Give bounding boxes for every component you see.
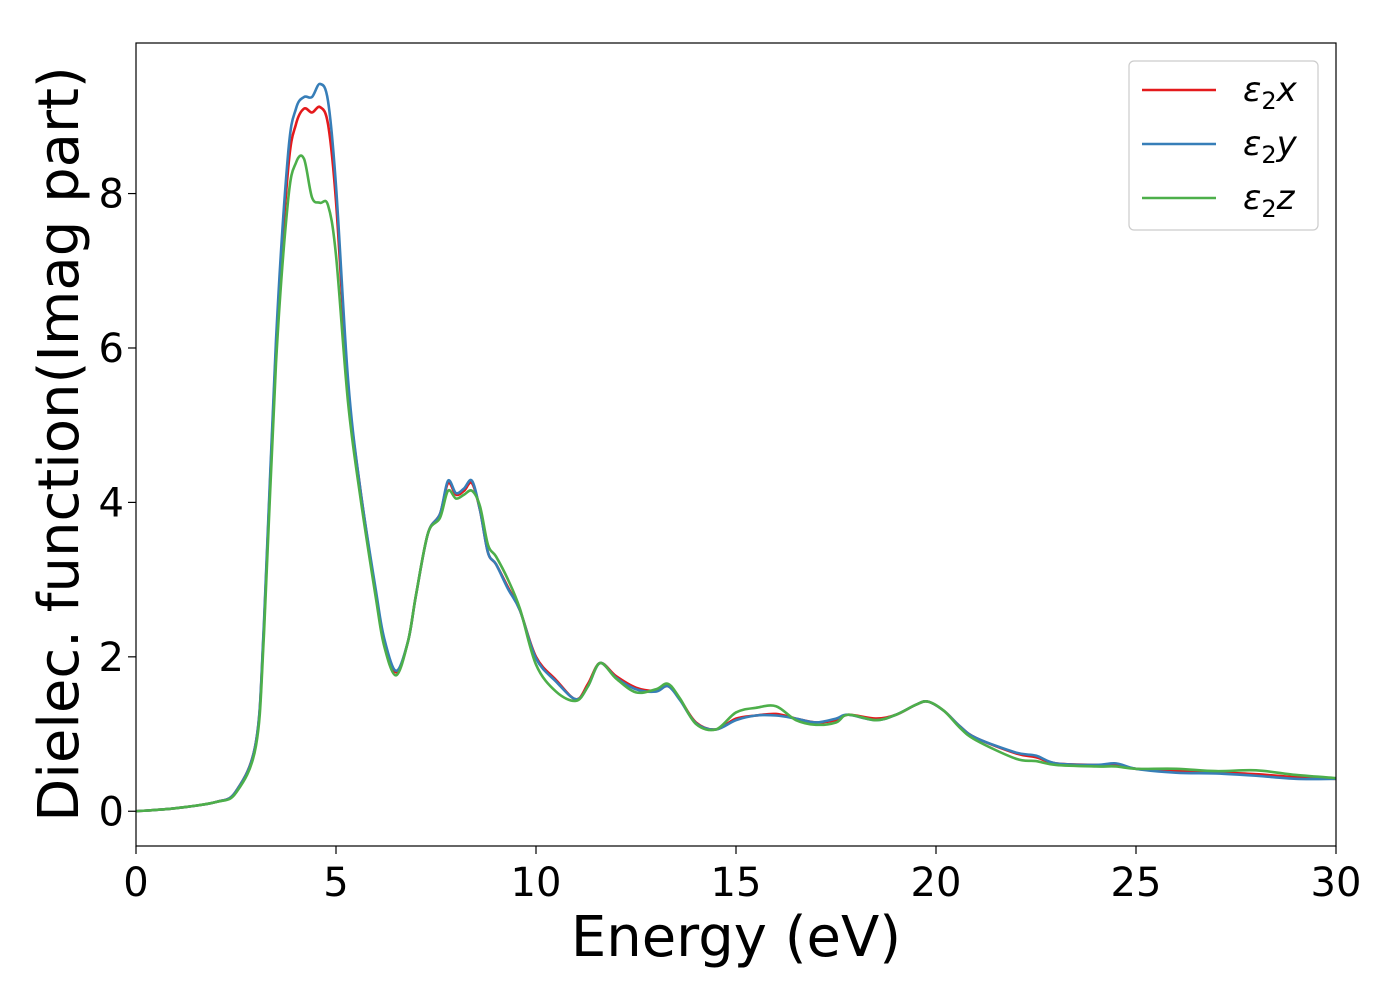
y-tick-label: 8 [99, 172, 124, 218]
x-tick-label: 30 [1311, 860, 1362, 906]
y-tick-label: 2 [99, 635, 124, 681]
legend-label-y: ε2y [1243, 124, 1298, 169]
x-tick-label: 10 [511, 860, 562, 906]
legend: ε2x ε2y ε2z [1128, 60, 1319, 231]
y-tick-label: 6 [99, 326, 124, 372]
y-tick-label: 0 [99, 789, 124, 835]
series-layer [136, 82, 1336, 813]
x-tick-label: 5 [323, 860, 348, 906]
x-tick-label: 25 [1111, 860, 1162, 906]
y-ticks: 0 2 4 6 8 [99, 172, 136, 835]
x-axis-label: Energy (eV) [571, 905, 901, 970]
x-tick-label: 15 [711, 860, 762, 906]
y-tick-label: 4 [99, 480, 124, 526]
x-tick-label: 0 [123, 860, 148, 906]
series-line-z [136, 154, 1336, 813]
x-ticks: 0 5 10 15 20 25 30 [123, 846, 1361, 906]
legend-label-z: ε2z [1243, 178, 1296, 223]
x-tick-label: 20 [911, 860, 962, 906]
legend-label-x: ε2x [1243, 70, 1298, 115]
legend-box [1128, 60, 1319, 231]
y-axis-label: Dielec. function(Imag part) [27, 66, 92, 822]
